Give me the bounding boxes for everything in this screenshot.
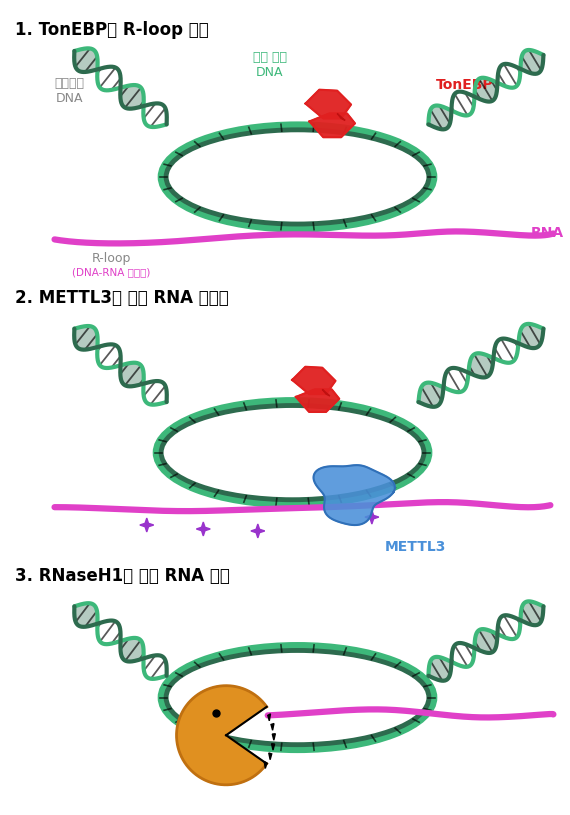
Polygon shape (74, 326, 97, 350)
Polygon shape (143, 381, 167, 405)
Polygon shape (322, 390, 330, 396)
Polygon shape (97, 345, 121, 368)
Polygon shape (120, 363, 144, 386)
Polygon shape (120, 638, 144, 662)
Polygon shape (196, 522, 210, 536)
Polygon shape (74, 48, 97, 72)
Text: m6A: m6A (231, 463, 260, 476)
Polygon shape (97, 620, 121, 644)
Polygon shape (268, 714, 271, 720)
Text: RNA: RNA (531, 227, 564, 240)
Polygon shape (314, 465, 395, 525)
Polygon shape (451, 91, 474, 116)
Polygon shape (418, 382, 443, 407)
Polygon shape (161, 125, 434, 229)
Polygon shape (177, 685, 267, 785)
Polygon shape (474, 629, 498, 653)
Polygon shape (451, 643, 474, 667)
Polygon shape (365, 510, 379, 524)
Text: 단일 가닥
DNA: 단일 가닥 DNA (253, 51, 287, 79)
Polygon shape (140, 518, 154, 532)
Polygon shape (474, 77, 498, 102)
Polygon shape (271, 744, 275, 750)
Polygon shape (494, 338, 519, 363)
Polygon shape (144, 655, 166, 679)
Text: RNaseH1: RNaseH1 (262, 643, 333, 657)
Polygon shape (469, 353, 494, 377)
Polygon shape (161, 645, 434, 750)
Text: R-loop: R-loop (91, 252, 131, 265)
Polygon shape (498, 615, 520, 639)
Polygon shape (264, 761, 267, 769)
Text: (DNA-RNA 복합체): (DNA-RNA 복합체) (72, 267, 150, 277)
Polygon shape (306, 90, 351, 118)
Polygon shape (310, 113, 355, 137)
Polygon shape (337, 113, 345, 121)
Polygon shape (272, 734, 275, 740)
Polygon shape (120, 85, 144, 108)
Polygon shape (498, 64, 520, 88)
Polygon shape (519, 324, 543, 348)
Text: 2. METTL3에 의한 RNA 메틸화: 2. METTL3에 의한 RNA 메틸화 (15, 289, 229, 307)
Text: 3. RNaseH1에 의한 RNA 제거: 3. RNaseH1에 의한 RNA 제거 (15, 566, 230, 584)
Polygon shape (520, 601, 543, 625)
Polygon shape (429, 657, 451, 681)
Text: METTL3: METTL3 (385, 540, 446, 554)
Polygon shape (97, 67, 121, 90)
Polygon shape (271, 724, 274, 730)
Polygon shape (251, 524, 265, 538)
Polygon shape (143, 104, 167, 127)
Text: TonEBP: TonEBP (436, 77, 494, 92)
Text: 1. TonEBP의 R-loop 감지: 1. TonEBP의 R-loop 감지 (15, 21, 209, 39)
Polygon shape (520, 50, 543, 74)
Polygon shape (292, 367, 336, 394)
Polygon shape (269, 753, 272, 760)
Polygon shape (429, 105, 451, 130)
Polygon shape (74, 603, 97, 627)
Polygon shape (156, 400, 429, 504)
Polygon shape (443, 368, 469, 392)
Text: 이중나선
DNA: 이중나선 DNA (54, 77, 84, 104)
Polygon shape (296, 390, 339, 412)
